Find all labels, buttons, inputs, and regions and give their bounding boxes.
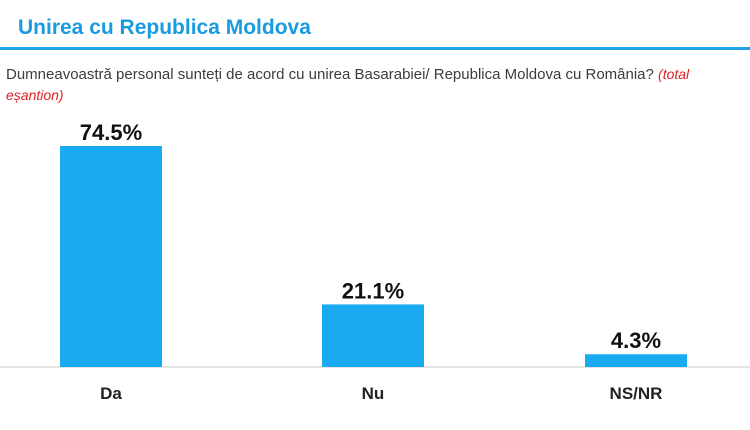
bar-nu (322, 304, 424, 367)
sample-note: (total eșantion) (6, 66, 690, 103)
category-label: Nu (362, 384, 385, 403)
value-label: 74.5% (80, 120, 142, 145)
question-text: Dumneavoastră personal sunteți de acord … (6, 66, 654, 83)
category-label: Da (100, 384, 122, 403)
bar-da (60, 146, 162, 367)
bars-layer (60, 146, 687, 367)
title-divider (0, 47, 750, 50)
category-label: NS/NR (610, 384, 663, 403)
survey-question: Dumneavoastră personal sunteți de acord … (6, 64, 736, 106)
slide-title: Unirea cu Republica Moldova (18, 16, 311, 39)
value-label: 4.3% (611, 328, 661, 353)
labels-layer: 74.5% Da 21.1% Nu 4.3% NS/NR (80, 120, 663, 403)
value-label: 21.1% (342, 278, 404, 303)
bar-ns-nr (585, 354, 687, 367)
